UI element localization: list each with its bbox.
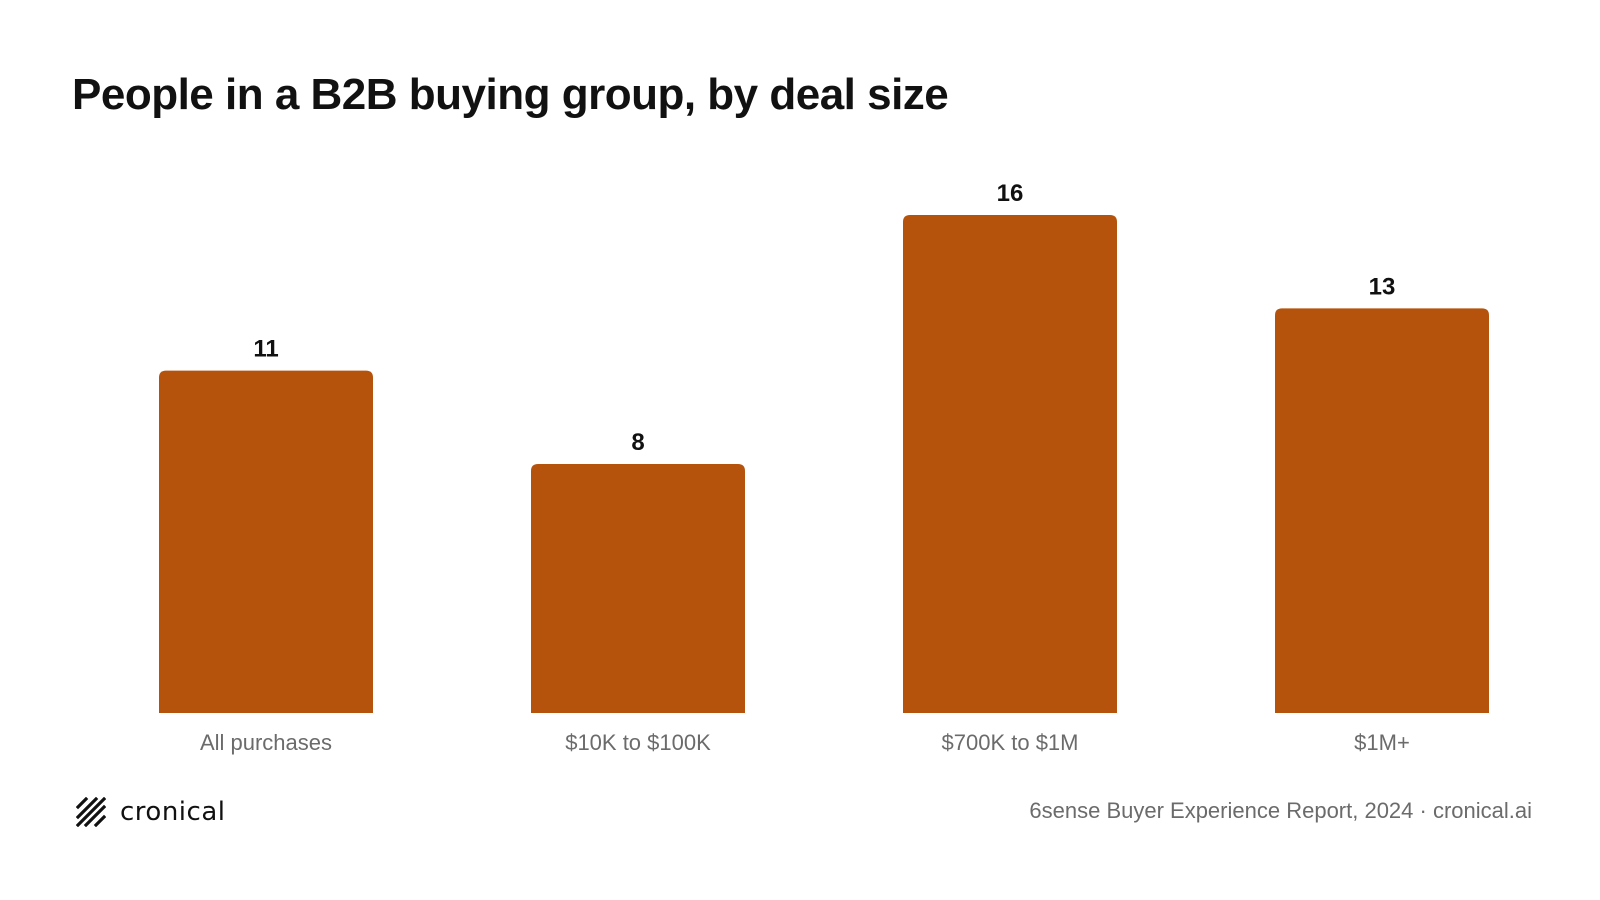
category-label: $700K to $1M	[942, 730, 1079, 755]
data-label: 16	[997, 180, 1024, 207]
bar	[903, 215, 1117, 713]
data-label: 13	[1369, 273, 1396, 300]
chart-title: People in a B2B buying group, by deal si…	[72, 70, 949, 119]
data-label: 11	[253, 336, 278, 363]
data-label: 8	[631, 429, 644, 456]
category-label: $10K to $100K	[565, 730, 711, 755]
source-note: 6sense Buyer Experience Report, 2024 · c…	[1029, 798, 1532, 823]
bar	[159, 370, 373, 713]
bar	[531, 464, 745, 713]
bar	[1275, 308, 1489, 713]
brand-name: cronical	[120, 797, 226, 827]
brand-logo: cronical	[76, 797, 225, 827]
bars-layer: 11 All purchases 8 $10K to $100K 16 $700K to …	[159, 180, 1489, 755]
slash-grid-logo-icon	[76, 797, 106, 827]
category-label: $1M+	[1354, 730, 1410, 755]
category-label: All purchases	[200, 730, 332, 755]
